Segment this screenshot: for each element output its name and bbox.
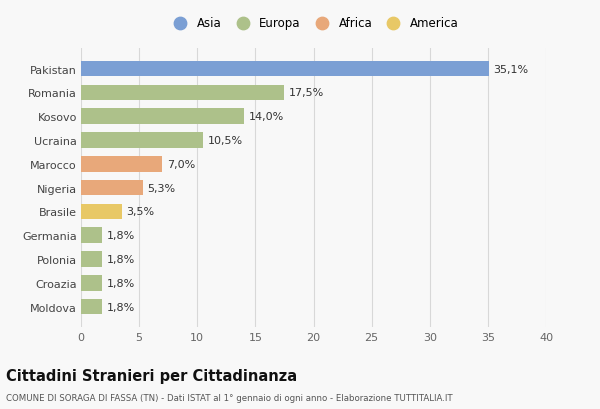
Text: 14,0%: 14,0% xyxy=(248,112,284,122)
Bar xyxy=(81,157,163,172)
Text: 10,5%: 10,5% xyxy=(208,136,243,146)
Bar xyxy=(81,299,102,315)
Bar xyxy=(81,62,489,77)
Text: 1,8%: 1,8% xyxy=(107,231,135,240)
Bar xyxy=(81,228,102,243)
Text: 1,8%: 1,8% xyxy=(107,302,135,312)
Bar xyxy=(81,275,102,291)
Text: 1,8%: 1,8% xyxy=(107,278,135,288)
Legend: Asia, Europa, Africa, America: Asia, Europa, Africa, America xyxy=(165,13,462,33)
Bar xyxy=(81,133,203,148)
Bar xyxy=(81,109,244,125)
Text: COMUNE DI SORAGA DI FASSA (TN) - Dati ISTAT al 1° gennaio di ogni anno - Elabora: COMUNE DI SORAGA DI FASSA (TN) - Dati IS… xyxy=(6,393,452,402)
Text: Cittadini Stranieri per Cittadinanza: Cittadini Stranieri per Cittadinanza xyxy=(6,368,297,383)
Text: 1,8%: 1,8% xyxy=(107,254,135,264)
Bar xyxy=(81,204,122,220)
Text: 7,0%: 7,0% xyxy=(167,160,195,169)
Bar xyxy=(81,180,143,196)
Text: 5,3%: 5,3% xyxy=(147,183,175,193)
Bar xyxy=(81,252,102,267)
Text: 17,5%: 17,5% xyxy=(289,88,325,98)
Bar xyxy=(81,85,284,101)
Text: 35,1%: 35,1% xyxy=(494,65,529,74)
Text: 3,5%: 3,5% xyxy=(127,207,154,217)
